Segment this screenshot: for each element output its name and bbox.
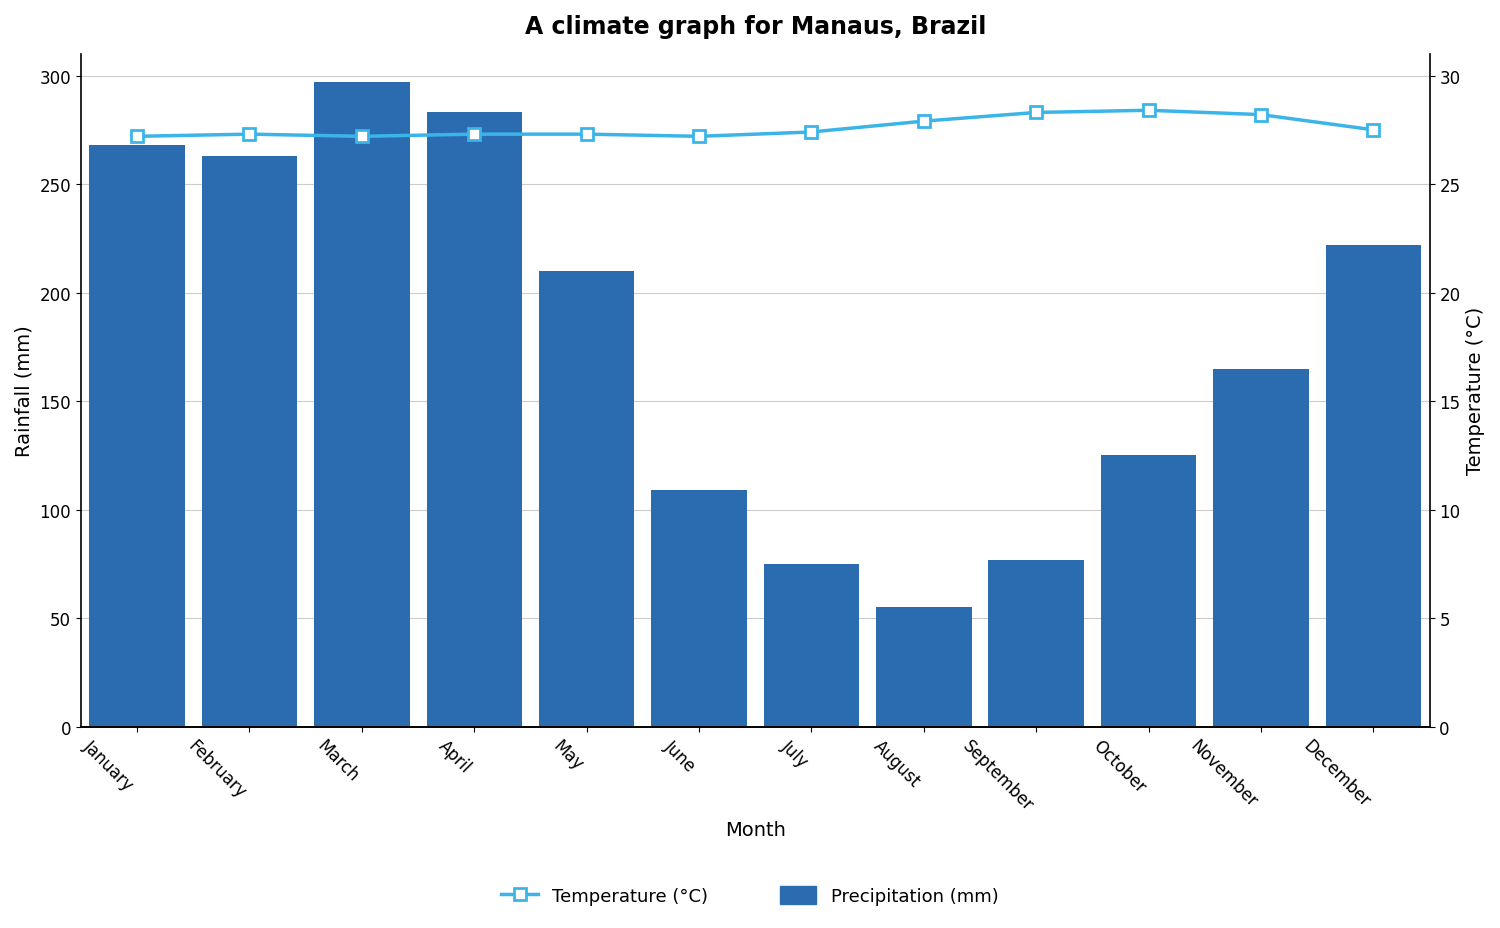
- Bar: [651, 491, 747, 727]
- Legend: Temperature (°C), Precipitation (mm): Temperature (°C), Precipitation (mm): [492, 877, 1008, 914]
- Bar: [538, 272, 634, 727]
- Bar: [426, 113, 522, 727]
- Bar: [876, 608, 972, 727]
- Title: A climate graph for Manaus, Brazil: A climate graph for Manaus, Brazil: [525, 15, 986, 39]
- Y-axis label: Rainfall (mm): Rainfall (mm): [15, 325, 34, 457]
- Bar: [90, 146, 184, 727]
- Bar: [201, 157, 297, 727]
- Bar: [988, 560, 1084, 727]
- Bar: [1101, 456, 1197, 727]
- Bar: [1326, 246, 1420, 727]
- Y-axis label: Temperature (°C): Temperature (°C): [1466, 307, 1485, 475]
- Bar: [1214, 369, 1310, 727]
- Bar: [764, 564, 859, 727]
- X-axis label: Month: Month: [724, 819, 786, 839]
- Bar: [314, 83, 410, 727]
